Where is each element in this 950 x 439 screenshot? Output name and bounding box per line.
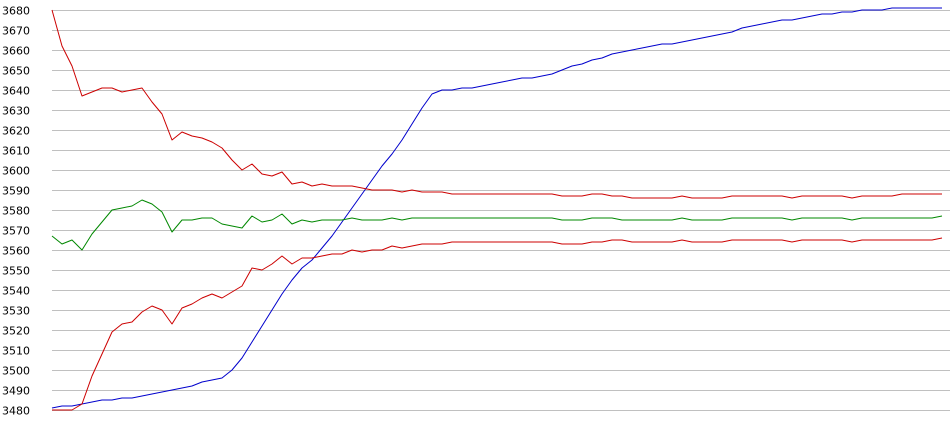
y-tick-label: 3590 [2, 185, 30, 198]
y-tick-label: 3640 [2, 85, 30, 98]
y-axis-ticks: 3480 3490 3500 3510 3520 3530 3540 3550 3560 3570… [2, 5, 30, 418]
series-line-4 [52, 237, 943, 411]
grid [52, 10, 950, 411]
series-line-3 [51, 199, 943, 251]
y-tick-label: 3490 [2, 385, 30, 398]
y-tick-label: 3670 [2, 25, 30, 38]
y-tick-label: 3530 [2, 305, 30, 318]
y-tick-label: 3570 [2, 225, 30, 238]
y-tick-label: 3660 [2, 45, 30, 58]
y-tick-label: 3680 [2, 5, 30, 18]
y-tick-label: 3520 [2, 325, 30, 338]
y-tick-label: 3620 [2, 125, 30, 138]
series-line-2 [51, 9, 942, 199]
series-line-1 [51, 7, 942, 409]
y-tick-label: 3540 [2, 285, 30, 298]
y-tick-label: 3580 [2, 205, 30, 218]
y-tick-label: 3510 [2, 345, 30, 358]
y-tick-label: 3650 [2, 65, 30, 78]
y-tick-label: 3600 [2, 165, 30, 178]
y-tick-label: 3560 [2, 245, 30, 258]
y-tick-label: 3610 [2, 145, 30, 158]
y-tick-label: 3480 [2, 405, 30, 418]
y-tick-label: 3630 [2, 105, 30, 118]
series-group [51, 7, 943, 411]
y-tick-label: 3550 [2, 265, 30, 278]
y-tick-label: 3500 [2, 365, 30, 378]
